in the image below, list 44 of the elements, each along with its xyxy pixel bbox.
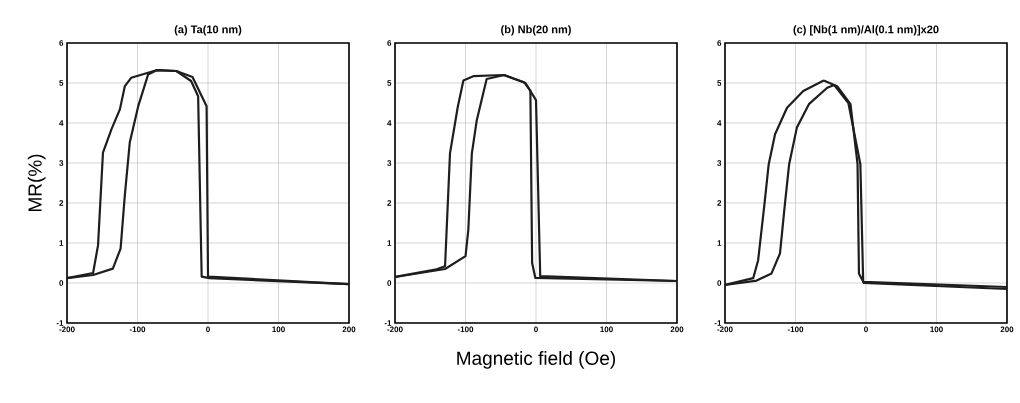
- chart-title: (a) Ta(10 nm): [174, 25, 242, 36]
- x-tick-label: -100: [129, 326, 146, 333]
- y-tick-label: 3: [387, 160, 392, 166]
- y-tick-label: 4: [387, 120, 392, 126]
- y-tick-label: 3: [59, 160, 64, 166]
- x-tick-label: 100: [272, 326, 285, 333]
- y-axis-title: MR(%): [27, 154, 46, 211]
- y-tick-label: 0: [387, 280, 392, 286]
- y-tick-label: 0: [59, 280, 64, 286]
- y-tick-label: -1: [384, 320, 392, 326]
- y-tick-label: 6: [59, 40, 64, 46]
- y-tick-label: -1: [56, 320, 64, 326]
- y-tick-label: 2: [59, 200, 64, 206]
- y-tick-label: 6: [717, 40, 722, 46]
- x-tick-label: -100: [787, 326, 804, 333]
- chart-title: (b) Nb(20 nm): [501, 25, 571, 36]
- chart-title: (c) [Nb(1 nm)/Al(0.1 nm)]x20: [793, 25, 939, 36]
- y-tick-label: 0: [717, 280, 722, 286]
- y-tick-label: 1: [59, 240, 64, 246]
- y-tick-label: 6: [387, 40, 392, 46]
- y-tick-label: 4: [717, 120, 722, 126]
- x-tick-label: 0: [206, 326, 210, 333]
- y-tick-label: 5: [717, 80, 722, 86]
- x-tick-label: 200: [670, 326, 684, 333]
- x-tick-label: 200: [342, 326, 356, 333]
- y-tick-label: 1: [717, 240, 722, 246]
- x-tick-label: 0: [534, 326, 538, 333]
- y-tick-label: 3: [717, 160, 722, 166]
- x-tick-label: 100: [930, 326, 943, 333]
- y-tick-label: 1: [387, 240, 392, 246]
- y-tick-label: -1: [714, 320, 722, 326]
- x-tick-label: 200: [1000, 326, 1014, 333]
- x-tick-label: 0: [864, 326, 868, 333]
- y-tick-label: 4: [59, 120, 64, 126]
- y-tick-label: 5: [59, 80, 64, 86]
- y-tick-label: 2: [387, 200, 392, 206]
- x-tick-label: 100: [600, 326, 613, 333]
- x-tick-label: -200: [59, 326, 75, 333]
- x-axis-title: Magnetic field (Oe): [457, 351, 616, 369]
- x-tick-label: -100: [457, 326, 474, 333]
- y-tick-label: 5: [387, 80, 392, 86]
- x-tick-label: -200: [387, 326, 403, 333]
- y-tick-label: 2: [717, 200, 722, 206]
- x-tick-label: -200: [717, 326, 733, 333]
